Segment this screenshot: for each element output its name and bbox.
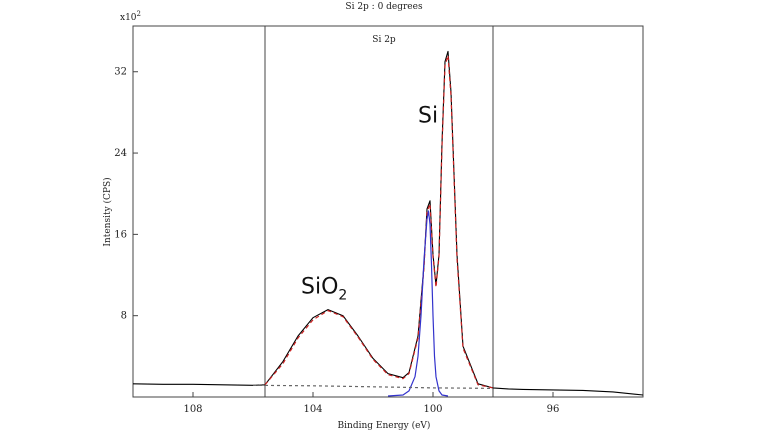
series-layer <box>132 50 644 397</box>
fit-envelope-line <box>264 54 494 389</box>
y-tick-label: 24 <box>114 148 127 159</box>
y-tick-label: 32 <box>114 67 127 78</box>
y-axis-label: Intensity (CPS) <box>102 177 113 246</box>
y-tick-label: 8 <box>121 311 127 322</box>
annotation-sio2-subscript: 2 <box>338 287 347 303</box>
y-tick-label: 16 <box>114 229 127 240</box>
x-tick-label: 96 <box>547 404 560 415</box>
plot-frame <box>132 25 644 398</box>
x-tick-label: 100 <box>423 404 442 415</box>
x-tick-label: 104 <box>303 404 322 415</box>
chart-title: Si 2p : 0 degrees <box>345 2 423 12</box>
x-axis-ticks: 108 104 100 96 <box>183 392 559 415</box>
envelope-line <box>132 50 644 396</box>
annotation-si: Si <box>418 104 438 129</box>
y-multiplier-exponent: 2 <box>137 10 141 18</box>
x-axis-label: Binding Energy (eV) <box>338 420 431 431</box>
annotation-sio2: SiO2 <box>301 274 347 303</box>
region-label: Si 2p <box>372 35 396 45</box>
y-multiplier: x102 <box>120 10 141 23</box>
background-line <box>252 384 494 389</box>
y-axis-ticks: 8 16 24 32 <box>114 67 138 322</box>
x-tick-label: 108 <box>183 404 202 415</box>
si-component-line <box>387 210 449 397</box>
